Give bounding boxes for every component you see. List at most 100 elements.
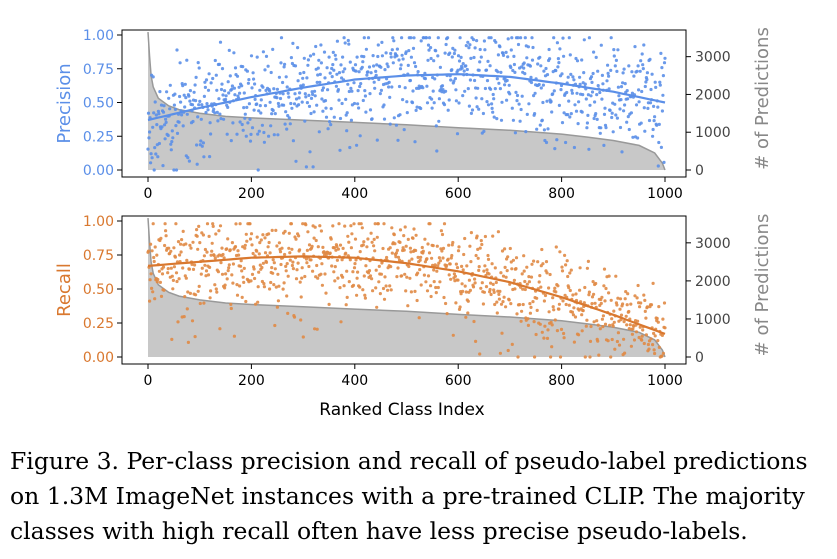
data-point bbox=[437, 119, 441, 123]
y2-axis-title: # of Predictions bbox=[752, 214, 773, 357]
data-point bbox=[587, 293, 591, 297]
data-point bbox=[543, 324, 547, 328]
data-point bbox=[256, 300, 260, 304]
data-point bbox=[438, 65, 442, 69]
data-point bbox=[596, 84, 600, 88]
data-point bbox=[394, 123, 398, 127]
data-point bbox=[428, 222, 432, 226]
data-point bbox=[215, 290, 219, 294]
data-point bbox=[311, 92, 315, 96]
data-point bbox=[297, 103, 301, 107]
data-point bbox=[600, 73, 605, 77]
data-point bbox=[165, 90, 169, 94]
data-point bbox=[501, 53, 506, 58]
data-point bbox=[467, 104, 471, 108]
data-point bbox=[552, 89, 556, 93]
data-point bbox=[150, 286, 154, 290]
data-point bbox=[441, 256, 445, 260]
data-point bbox=[398, 228, 403, 232]
data-point bbox=[183, 105, 187, 109]
data-point bbox=[550, 323, 554, 327]
data-point bbox=[252, 77, 256, 81]
data-point bbox=[566, 113, 570, 117]
data-point bbox=[251, 71, 255, 75]
data-point bbox=[566, 274, 570, 279]
data-point bbox=[193, 263, 197, 267]
data-point bbox=[580, 110, 584, 114]
data-point bbox=[558, 47, 562, 51]
data-point bbox=[388, 284, 392, 288]
data-point bbox=[223, 89, 227, 93]
data-point bbox=[241, 65, 245, 69]
data-point bbox=[194, 293, 198, 297]
data-point bbox=[363, 293, 367, 297]
data-point bbox=[385, 255, 389, 260]
data-point bbox=[647, 347, 651, 351]
data-point bbox=[660, 109, 665, 113]
data-point bbox=[514, 256, 519, 260]
data-point bbox=[373, 86, 377, 90]
data-point bbox=[149, 242, 153, 246]
data-point bbox=[630, 70, 634, 74]
data-point bbox=[600, 97, 604, 101]
data-point bbox=[307, 104, 312, 108]
data-point bbox=[451, 240, 455, 245]
data-point bbox=[651, 127, 655, 132]
data-point bbox=[435, 244, 439, 248]
data-point bbox=[179, 242, 183, 246]
data-point bbox=[328, 251, 332, 255]
data-point bbox=[423, 77, 427, 81]
data-point bbox=[282, 103, 286, 107]
data-point bbox=[382, 117, 387, 121]
data-point bbox=[619, 98, 623, 102]
data-point bbox=[518, 119, 522, 123]
data-point bbox=[299, 318, 303, 322]
data-point bbox=[177, 277, 181, 281]
data-point bbox=[332, 115, 336, 119]
data-point bbox=[556, 57, 561, 61]
data-point bbox=[645, 77, 649, 82]
data-point bbox=[633, 45, 637, 49]
predictions-area bbox=[148, 218, 665, 357]
data-point bbox=[639, 59, 643, 63]
data-point bbox=[409, 250, 413, 254]
data-point bbox=[591, 280, 595, 284]
data-point bbox=[466, 40, 470, 44]
data-point bbox=[233, 66, 238, 70]
data-point bbox=[345, 111, 349, 115]
data-point bbox=[618, 297, 623, 301]
data-point bbox=[235, 283, 239, 287]
data-point bbox=[235, 293, 240, 297]
data-point bbox=[547, 286, 551, 290]
data-point bbox=[182, 93, 186, 97]
data-point bbox=[238, 284, 242, 288]
y2-tick-label: 2000 bbox=[695, 87, 731, 103]
x-tick-label: 200 bbox=[238, 373, 265, 389]
data-point bbox=[602, 143, 606, 147]
y2-tick-label: 2000 bbox=[695, 274, 731, 290]
data-point bbox=[220, 246, 224, 250]
data-point bbox=[494, 280, 498, 285]
data-point bbox=[376, 43, 380, 47]
data-point bbox=[377, 264, 381, 268]
data-point bbox=[656, 339, 660, 343]
data-point bbox=[188, 99, 192, 103]
data-point bbox=[398, 113, 402, 117]
data-point bbox=[504, 305, 508, 309]
data-point bbox=[623, 351, 627, 355]
data-point bbox=[220, 82, 224, 86]
data-point bbox=[204, 78, 209, 82]
data-point bbox=[374, 268, 378, 272]
data-point bbox=[366, 237, 370, 241]
data-point bbox=[264, 54, 269, 59]
data-point bbox=[192, 90, 196, 94]
data-point bbox=[224, 97, 228, 102]
data-point bbox=[332, 270, 336, 274]
data-point bbox=[564, 140, 568, 145]
data-point bbox=[234, 222, 238, 226]
data-point bbox=[286, 91, 290, 95]
data-point bbox=[630, 332, 635, 336]
data-point bbox=[389, 288, 393, 292]
data-point bbox=[656, 320, 660, 324]
data-point bbox=[271, 271, 275, 275]
